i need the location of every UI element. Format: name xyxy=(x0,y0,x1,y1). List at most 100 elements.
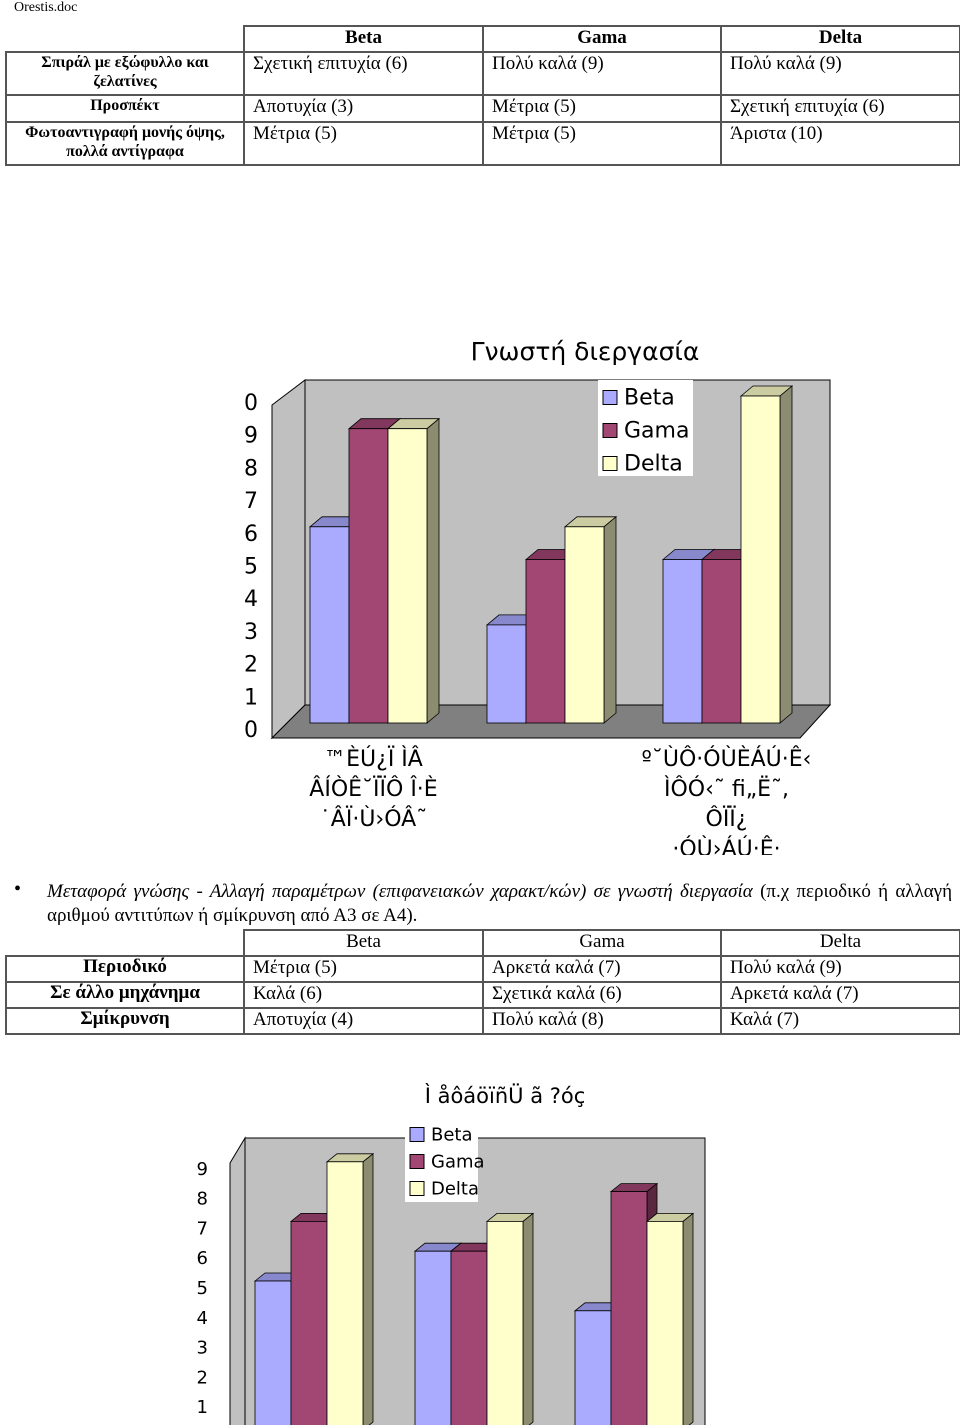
y-tick-label: 8 xyxy=(197,1189,208,1210)
side-wall xyxy=(271,378,306,740)
y-tick-label: 5 xyxy=(197,1278,208,1299)
row-label: Προσπέκτ xyxy=(5,94,245,123)
bullet-text: Μεταφορά γνώσης - Αλλαγή παραμέτρων (επι… xyxy=(47,880,952,928)
cell: Σχετική επιτυχία (6) xyxy=(243,51,484,96)
bar xyxy=(387,428,428,724)
bar xyxy=(574,1310,612,1425)
column-header: Delta xyxy=(720,25,960,53)
x-tick-label: ™ÈÚ¿Ï ÌÂ ÂÍÒÊ˘ÏÏÔ Î·È ˙ÂÏ·Ù›ÓÂ˜ xyxy=(309,746,437,832)
legend-swatch xyxy=(602,423,618,438)
legend-label: Beta xyxy=(624,386,675,411)
row-label: Σε άλλο μηχάνημα xyxy=(5,981,245,1009)
chart-title: Γνωστή διεργασία xyxy=(471,337,700,366)
cell: Καλά (6) xyxy=(243,981,484,1009)
side-wall xyxy=(229,1136,246,1425)
legend-label: Beta xyxy=(431,1125,473,1146)
row-label: Φωτοαντιγραφή μονής όψης, πολλά αντίγραφ… xyxy=(5,121,245,166)
bar xyxy=(740,395,781,724)
legend-swatch xyxy=(409,1154,425,1169)
chart: Γνωστή διεργασία 0 9 8 7 6 5 4 3 2 1 0 ™ÈÚ¿Ï ÌÂ ÂÍÒÊ˘… xyxy=(244,337,832,862)
legend-swatch xyxy=(409,1181,425,1196)
cell: Σχετική επιτυχία (6) xyxy=(720,94,960,123)
cell: Πολύ καλά (9) xyxy=(482,51,722,96)
column-header: Delta xyxy=(720,929,960,957)
bar-side xyxy=(603,515,617,724)
cell: Αρκετά καλά (7) xyxy=(482,955,722,983)
cell: Πολύ καλά (9) xyxy=(720,955,960,983)
legend-label: Gama xyxy=(624,419,689,444)
column-header: Beta xyxy=(243,929,484,957)
bar-side xyxy=(426,417,440,724)
y-tick-label: 0 xyxy=(244,391,258,416)
bar xyxy=(254,1280,292,1425)
column-header: Beta xyxy=(243,25,484,53)
cell: Αποτυχία (3) xyxy=(243,94,484,123)
bar xyxy=(348,428,389,724)
y-tick-label: 4 xyxy=(244,587,258,612)
y-tick-label: 4 xyxy=(197,1308,208,1329)
x-tick-label: º˘ÙÔ·ÓÙÈÁÚ·Ê‹ ÌÔÓ‹˜ fi„Ë˜, ÔÏÏ¿ ·ÓÙ›ÁÚ·Ê· xyxy=(642,746,812,862)
cell: Μέτρια (5) xyxy=(482,121,722,166)
bar xyxy=(525,559,566,724)
cell: Αποτυχία (4) xyxy=(243,1007,484,1035)
row-label: Σμίκρυνση xyxy=(5,1007,245,1035)
bar xyxy=(414,1250,452,1425)
column-header: Gama xyxy=(482,25,722,53)
file-name: Orestis.doc xyxy=(14,0,78,15)
bar xyxy=(610,1191,648,1425)
bar xyxy=(646,1221,684,1425)
bar xyxy=(290,1221,328,1425)
cell: Μέτρια (5) xyxy=(243,955,484,983)
y-tick-label: 1 xyxy=(244,685,258,710)
bar-side xyxy=(362,1152,374,1425)
legend-swatch xyxy=(409,1127,425,1142)
table: Beta Gama Delta Περιοδικό Μέτρια (5) Αρκετά … xyxy=(5,929,960,1035)
bar xyxy=(701,559,742,724)
legend-swatch xyxy=(602,456,618,471)
row-label: Σπιράλ με εξώφυλλο και ζελατίνες xyxy=(5,51,245,96)
y-tick-label: 9 xyxy=(244,424,258,449)
bar-side xyxy=(682,1212,694,1425)
table: Beta Gama Delta Σπιράλ με εξώφυλλο και ζελ… xyxy=(5,25,960,166)
y-tick-label: 0 xyxy=(244,718,258,743)
cell: Πολύ καλά (9) xyxy=(720,51,960,96)
y-tick-label: 8 xyxy=(244,456,258,481)
legend-label: Gama xyxy=(431,1152,485,1173)
bar xyxy=(564,526,605,724)
bar xyxy=(450,1250,488,1425)
y-tick-label: 6 xyxy=(197,1248,208,1269)
chart: Ì åôáöïñÜ ã ?óç 9 8 7 6 5 4 3 2 1 Beta Gama Delta xyxy=(197,1083,706,1425)
column-header: Gama xyxy=(482,929,722,957)
y-tick-label: 2 xyxy=(244,653,258,678)
bar xyxy=(662,559,703,724)
y-tick-label: 7 xyxy=(244,489,258,514)
legend-label: Delta xyxy=(431,1179,479,1200)
cell: Αρκετά καλά (7) xyxy=(720,981,960,1009)
y-tick-label: 3 xyxy=(197,1338,208,1359)
italic-text: Μεταφορά γνώσης - Αλλαγή παραμέτρων (επι… xyxy=(47,881,753,902)
y-tick-label: 9 xyxy=(197,1159,208,1180)
cell: Πολύ καλά (8) xyxy=(482,1007,722,1035)
bullet-mark: • xyxy=(14,878,22,900)
cell: Μέτρια (5) xyxy=(482,94,722,123)
y-tick-label: 5 xyxy=(244,555,258,580)
text: (π.χ περιοδικό ή αλλαγή αριθμού αντιτύπω… xyxy=(47,881,953,926)
cell: Άριστα (10) xyxy=(720,121,960,166)
y-tick-label: 2 xyxy=(197,1367,208,1388)
y-tick-label: 6 xyxy=(244,522,258,547)
y-tick-label: 3 xyxy=(244,620,258,645)
cell: Καλά (7) xyxy=(720,1007,960,1035)
legend-swatch xyxy=(602,390,618,405)
chart-title: Ì åôáöïñÜ ã ?óç xyxy=(425,1083,586,1108)
bar-side xyxy=(522,1212,534,1425)
cell: Μέτρια (5) xyxy=(243,121,484,166)
bar xyxy=(486,624,527,724)
bar-side xyxy=(779,385,793,724)
row-label: Περιοδικό xyxy=(5,955,245,983)
bar xyxy=(486,1221,524,1425)
cell: Σχετικά καλά (6) xyxy=(482,981,722,1009)
legend-label: Delta xyxy=(624,452,683,477)
y-tick-label: 1 xyxy=(197,1397,208,1418)
